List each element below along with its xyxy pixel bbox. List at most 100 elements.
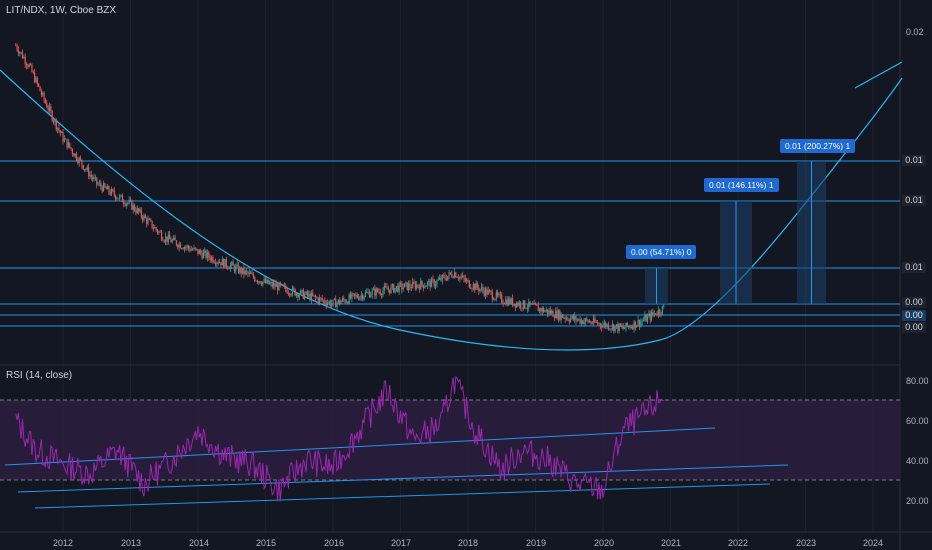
candle-body — [651, 311, 653, 320]
candle-body — [476, 282, 479, 288]
candle-body — [657, 309, 659, 315]
time-axis-label: 2022 — [727, 538, 749, 548]
candle-body — [633, 321, 635, 330]
candle-body — [108, 186, 110, 193]
candle-body — [321, 298, 323, 301]
candle-body — [571, 315, 573, 319]
candle-body — [204, 250, 206, 253]
candle-body — [453, 272, 456, 278]
candle-body — [129, 200, 132, 201]
candle-body — [339, 299, 341, 304]
candle-body — [614, 326, 616, 331]
candle-body — [468, 280, 470, 288]
candle-body — [170, 239, 172, 243]
candle-body — [79, 157, 82, 160]
candle-body — [534, 303, 537, 305]
candle-body — [270, 281, 272, 283]
candle-body — [343, 298, 345, 300]
candle-body — [282, 284, 284, 286]
candle-body — [362, 294, 364, 300]
candle-body — [117, 198, 119, 200]
candle-body — [169, 234, 171, 240]
candle-body — [645, 315, 647, 322]
candle-body — [516, 303, 518, 308]
price-axis-label: 0.00 — [902, 322, 926, 333]
candle-body — [325, 303, 327, 306]
candle-body — [225, 258, 227, 267]
candle-body — [173, 237, 175, 240]
rsi-band — [0, 400, 900, 480]
candle-body — [410, 287, 412, 289]
measure-callout[interactable]: 0.00 (54.71%) 0 — [626, 245, 697, 259]
candle-body — [555, 310, 557, 318]
candle-body — [187, 245, 190, 249]
candle-body — [201, 253, 203, 259]
candle-body — [209, 257, 211, 261]
candle-body — [378, 291, 380, 293]
candle-body — [501, 294, 503, 303]
candle-body — [171, 239, 173, 243]
candle-body — [441, 275, 443, 281]
candle-body — [395, 286, 398, 289]
candle-body — [158, 231, 160, 233]
candle-body — [301, 289, 303, 291]
candle-body — [553, 316, 555, 318]
candle-body — [148, 219, 150, 221]
candle-body — [358, 297, 360, 300]
candle-body — [532, 303, 534, 305]
candle-body — [35, 77, 37, 83]
measure-callout[interactable]: 0.01 (200.27%) 1 — [780, 139, 856, 153]
candle-body — [497, 292, 499, 296]
candle-body — [640, 321, 642, 327]
candle-body — [601, 325, 603, 328]
candle-body — [402, 287, 404, 290]
candle-body — [15, 45, 17, 47]
candle-body — [382, 290, 384, 296]
candle-body — [615, 324, 618, 327]
candle-body — [43, 92, 45, 100]
candle-body — [521, 307, 523, 309]
candle-body — [559, 310, 561, 320]
candle-body — [194, 247, 196, 249]
candle-body — [335, 298, 337, 308]
candle-body — [383, 286, 385, 291]
candle-body — [506, 299, 508, 306]
candle-body — [509, 298, 511, 304]
candle-body — [424, 286, 426, 288]
candle-body — [259, 281, 261, 284]
candle-body — [113, 190, 115, 196]
candle-body — [62, 131, 64, 142]
candle-body — [337, 299, 339, 303]
candle-body — [213, 262, 215, 263]
candle-body — [48, 106, 51, 111]
candle-body — [648, 313, 650, 316]
candle-body — [351, 293, 353, 299]
candle-body — [641, 320, 643, 322]
candle-body — [340, 301, 342, 304]
rsi-legend[interactable]: RSI (14, close) — [6, 370, 73, 381]
candle-body — [401, 283, 403, 290]
symbol-legend[interactable]: LIT/NDX, 1W, Cboe BZX — [6, 5, 117, 16]
projection-curve — [0, 69, 903, 351]
candle-body — [463, 275, 465, 279]
candle-body — [533, 303, 535, 305]
candle-body — [160, 232, 163, 240]
candle-body — [413, 281, 415, 284]
candle-body — [300, 290, 302, 295]
candle-body — [267, 279, 269, 284]
candle-body — [491, 291, 493, 300]
candle-body — [418, 286, 420, 290]
candle-body — [530, 303, 533, 305]
measure-callout[interactable]: 0.01 (146.11%) 1 — [704, 178, 779, 192]
candle-body — [390, 286, 392, 294]
candle-body — [101, 186, 103, 192]
candle-body — [57, 127, 59, 130]
candle-body — [182, 248, 184, 250]
candle-body — [588, 321, 591, 323]
candle-body — [316, 297, 318, 299]
candle-body — [594, 318, 596, 323]
candle-body — [65, 138, 67, 140]
candle-body — [349, 294, 352, 299]
candle-body — [493, 299, 495, 301]
